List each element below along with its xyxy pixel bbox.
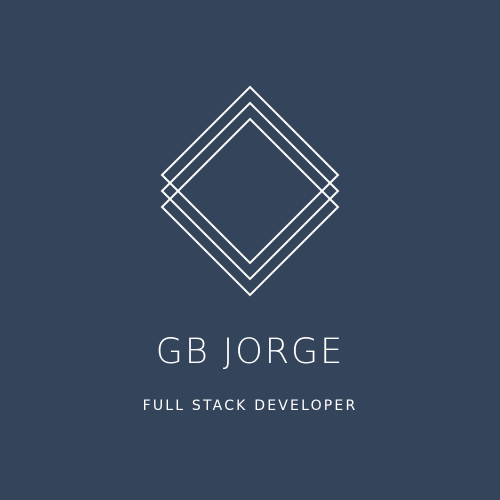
diamond-outline-middle — [160, 101, 340, 281]
brand-name: GB JORGE — [155, 332, 345, 372]
brand-tagline: FULL STACK DEVELOPER — [142, 398, 358, 414]
stacked-diamond-outlines-icon — [160, 85, 340, 297]
logo-mark — [150, 80, 350, 305]
diamond-outline-top — [160, 85, 340, 265]
diamond-outline-bottom — [160, 117, 340, 297]
